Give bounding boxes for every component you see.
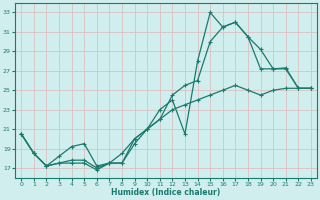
X-axis label: Humidex (Indice chaleur): Humidex (Indice chaleur) [111,188,221,197]
